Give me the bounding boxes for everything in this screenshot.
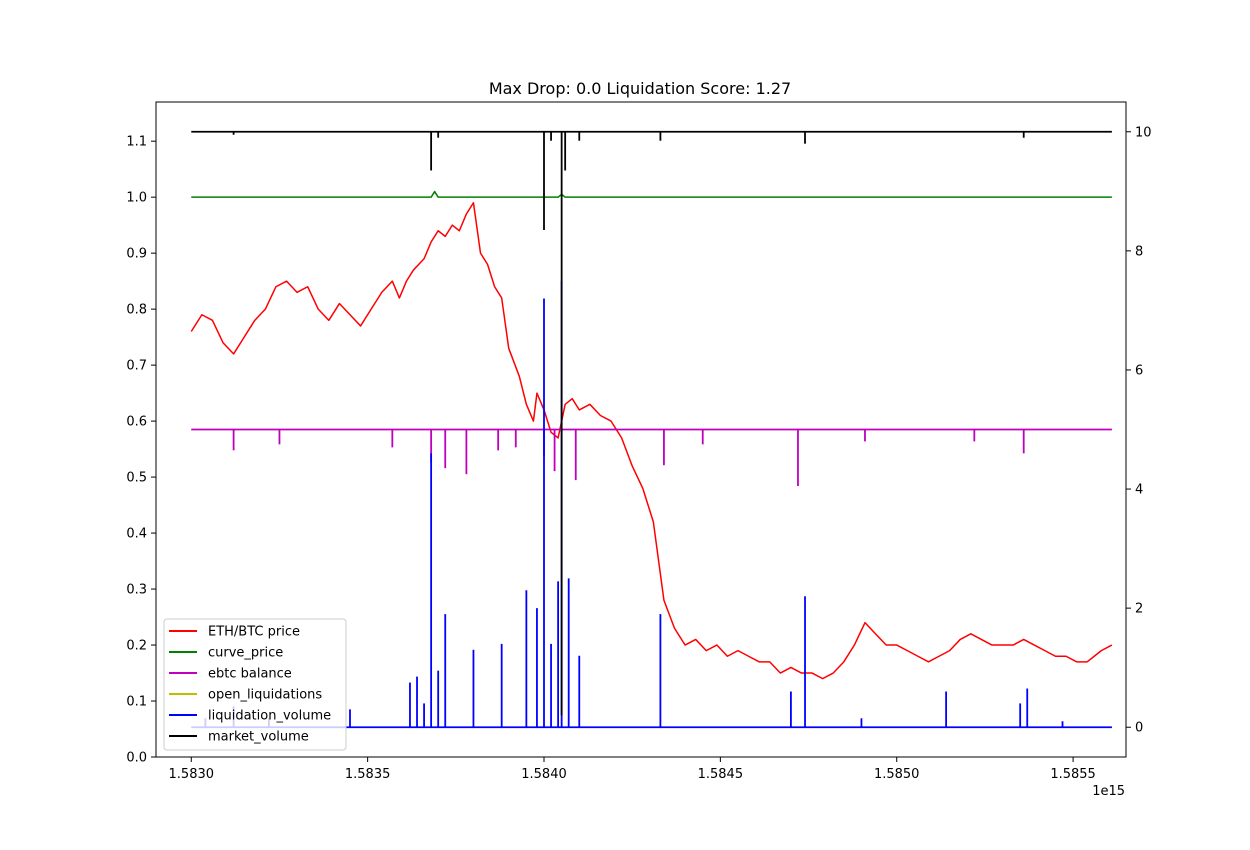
x-tick-label: 1.5830	[169, 767, 215, 782]
x-tick-label: 1.5835	[345, 767, 391, 782]
left-y-tick-label: 0.3	[126, 583, 147, 598]
x-tick-label: 1.5845	[698, 767, 744, 782]
right-y-tick-label: 0	[1135, 721, 1143, 736]
legend-entry-label: market_volume	[208, 730, 309, 745]
legend-entry-label: curve_price	[208, 646, 283, 661]
series-eth-btc-price	[190, 202, 1113, 680]
left-y-tick-label: 0.4	[126, 527, 147, 542]
legend-entry-label: open_liquidations	[208, 688, 322, 703]
x-axis-offset-label: 1e15	[1092, 784, 1125, 799]
left-y-tick-label: 0.5	[126, 471, 147, 486]
right-y-tick-label: 2	[1135, 602, 1143, 617]
left-y-tick-label: 1.0	[126, 191, 147, 206]
left-y-tick-label: 0.9	[126, 247, 147, 262]
x-tick-label: 1.5855	[1050, 767, 1096, 782]
legend-entry-label: ebtc balance	[208, 667, 292, 682]
right-y-tick-label: 6	[1135, 363, 1143, 378]
right-y-axis: 0 2 4 6 8 10	[1126, 125, 1152, 736]
left-y-tick-label: 0.6	[126, 415, 147, 430]
legend-entry-label: liquidation_volume	[208, 709, 331, 724]
left-y-tick-label: 0.1	[126, 695, 147, 710]
series-market-volume	[191, 130, 1112, 716]
left-y-tick-label: 0.0	[126, 751, 147, 766]
series-curve-price	[191, 190, 1112, 198]
legend-box	[163, 618, 347, 751]
x-tick-label: 1.5850	[874, 767, 920, 782]
left-y-tick-label: 1.1	[126, 135, 147, 150]
series-curve-price-line	[191, 190, 1112, 198]
left-y-axis: 0.0 0.1 0.2 0.3 0.4 0.5 0.6 0.7 0.8 0.9 1.0 1.1	[126, 135, 156, 766]
left-y-tick-label: 0.2	[126, 639, 147, 654]
legend-entry-label: ETH/BTC price	[208, 625, 300, 640]
left-y-tick-label: 0.7	[126, 359, 147, 374]
chart-title: Max Drop: 0.0 Liquidation Score: 1.27	[489, 79, 791, 98]
left-y-tick-label: 0.8	[126, 303, 147, 318]
right-y-tick-label: 10	[1135, 125, 1152, 140]
right-y-tick-label: 8	[1135, 244, 1143, 259]
series-eth-btc-price-line	[190, 202, 1113, 680]
right-y-tick-label: 4	[1135, 483, 1143, 498]
x-axis: 1.5830 1.5835 1.5840 1.5845 1.5850 1.5855	[169, 757, 1096, 782]
plot-frame	[155, 101, 1127, 758]
x-tick-label: 1.5840	[521, 767, 567, 782]
